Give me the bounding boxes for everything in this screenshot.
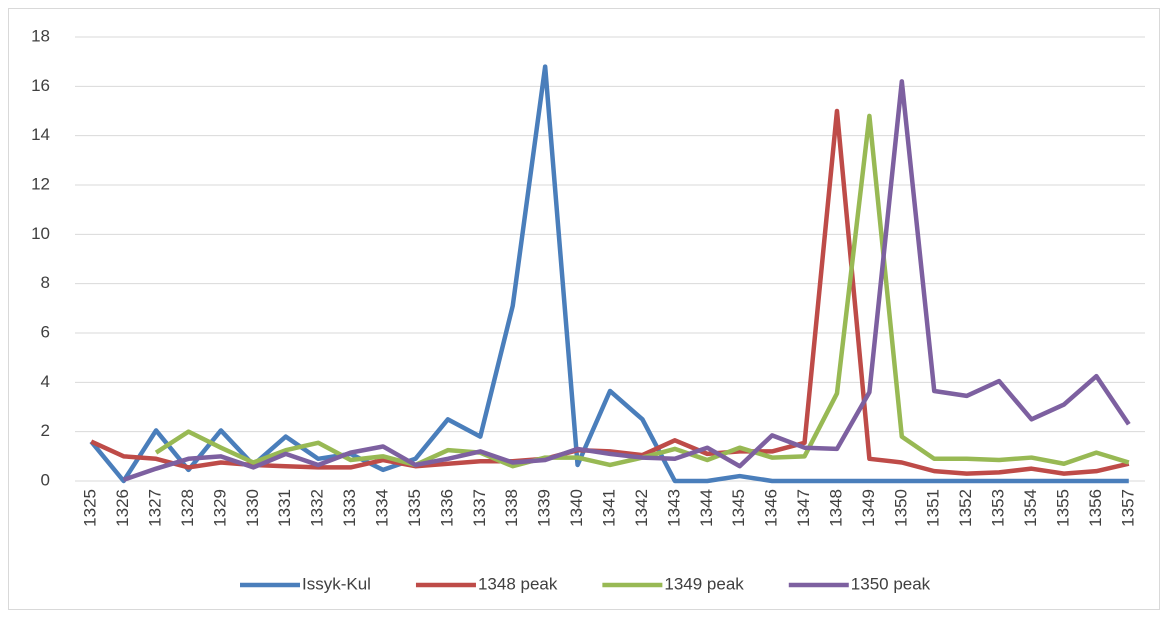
x-tick-label: 1333 xyxy=(340,489,359,527)
x-tick-label: 1332 xyxy=(308,489,327,527)
x-tick-label: 1353 xyxy=(989,489,1008,527)
x-tick-label: 1341 xyxy=(599,489,618,527)
series-line xyxy=(122,79,1131,482)
x-tick-label: 1346 xyxy=(762,489,781,527)
series-line xyxy=(89,64,1129,484)
chart-border xyxy=(8,8,1160,610)
y-tick-label: 12 xyxy=(31,174,50,193)
x-tick-label: 1352 xyxy=(956,489,975,527)
series-line xyxy=(90,108,1130,476)
y-tick-label: 14 xyxy=(31,125,50,144)
y-tick-label: 18 xyxy=(31,26,50,45)
x-tick-label: 1357 xyxy=(1118,489,1137,527)
x-tick-label: 1327 xyxy=(146,489,165,527)
x-tick-label: 1326 xyxy=(113,489,132,527)
x-tick-label: 1355 xyxy=(1053,489,1072,527)
x-tick-label: 1331 xyxy=(275,489,294,527)
x-tick-label: 1356 xyxy=(1086,489,1105,527)
y-tick-label: 4 xyxy=(41,372,50,391)
legend-label: 1350 peak xyxy=(851,574,931,593)
x-tick-label: 1349 xyxy=(859,489,878,527)
x-tick-label: 1329 xyxy=(210,489,229,527)
x-tick-label: 1336 xyxy=(437,489,456,527)
x-tick-label: 1354 xyxy=(1021,489,1040,527)
x-tick-label: 1335 xyxy=(405,489,424,527)
x-tick-label: 1342 xyxy=(632,489,651,527)
y-tick-label: 0 xyxy=(41,470,50,489)
legend-label: 1349 peak xyxy=(664,574,744,593)
x-tick-label: 1340 xyxy=(567,489,586,527)
x-tick-label: 1344 xyxy=(697,489,716,527)
x-tick-label: 1345 xyxy=(729,489,748,527)
x-tick-label: 1343 xyxy=(664,489,683,527)
x-tick-label: 1347 xyxy=(794,489,813,527)
x-tick-label: 1351 xyxy=(924,489,943,527)
y-tick-label: 2 xyxy=(41,421,50,440)
legend-label: Issyk-Kul xyxy=(302,574,371,593)
x-tick-label: 1325 xyxy=(81,489,100,527)
y-tick-label: 6 xyxy=(41,322,50,341)
x-tick-label: 1338 xyxy=(502,489,521,527)
y-tick-label: 10 xyxy=(31,224,50,243)
x-tick-label: 1337 xyxy=(470,489,489,527)
x-tick-label: 1334 xyxy=(373,489,392,527)
y-tick-label: 16 xyxy=(31,76,50,95)
y-tick-label: 8 xyxy=(41,273,50,292)
legend-label: 1348 peak xyxy=(478,574,558,593)
x-tick-label: 1348 xyxy=(826,489,845,527)
x-tick-label: 1330 xyxy=(243,489,262,527)
x-tick-label: 1339 xyxy=(535,489,554,527)
x-tick-label: 1328 xyxy=(178,489,197,527)
x-tick-label: 1350 xyxy=(891,489,910,527)
